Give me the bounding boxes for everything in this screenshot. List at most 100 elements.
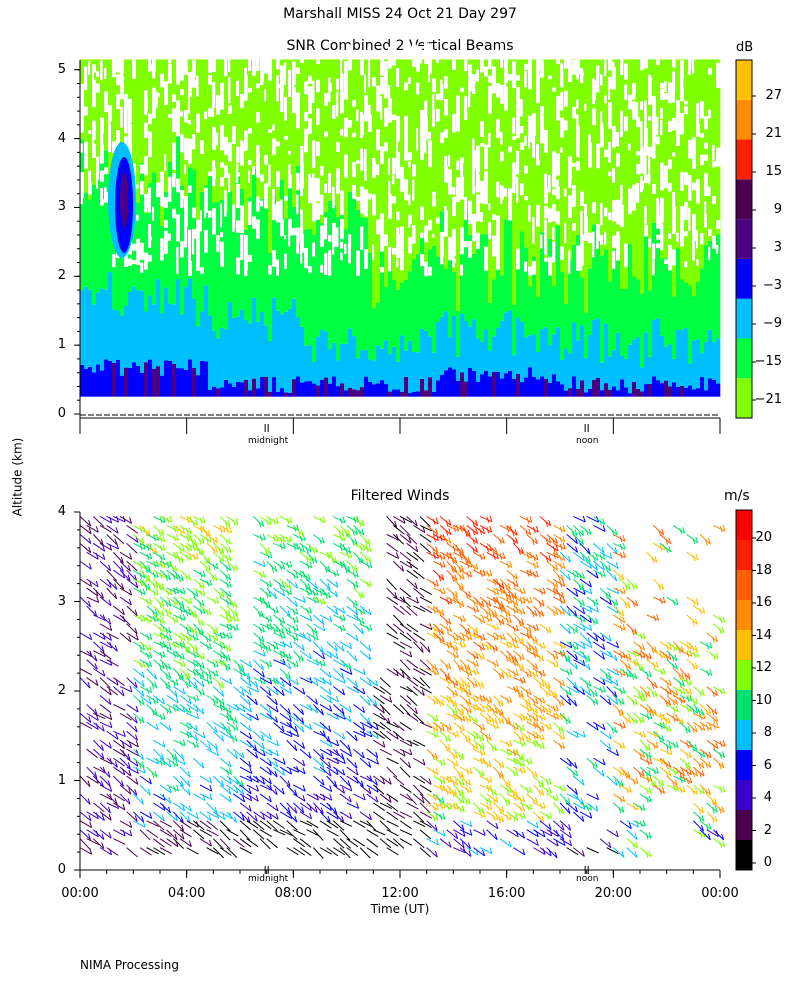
wind-barb-feather: [535, 570, 539, 578]
wind-barb-feather: [276, 677, 279, 684]
snr-gap: [312, 140, 316, 168]
wind-barb-staff: [219, 811, 232, 820]
snr-cell: [160, 375, 165, 397]
snr-gap: [712, 235, 718, 249]
wind-barb-feather: [435, 517, 439, 524]
wind-barb-feather: [224, 521, 228, 528]
wind-barb-staff: [179, 704, 192, 714]
snr-gap: [348, 241, 351, 264]
wind-barb-feather: [458, 798, 462, 805]
snr-gap: [184, 164, 187, 174]
snr-cell: [624, 288, 629, 359]
wind-barb-staff: [173, 587, 186, 595]
wind-barb-staff: [212, 847, 224, 859]
wind-barb-staff: [266, 802, 279, 812]
wind-barb-feather: [442, 587, 446, 594]
wind-barb-feather: [451, 566, 455, 574]
wind-barb-feather: [309, 812, 313, 820]
snr-gap: [304, 81, 308, 95]
wind-barb-staff: [379, 677, 391, 688]
wind-barb-staff: [219, 605, 231, 617]
wind-barb-feather: [344, 566, 348, 574]
wind-barb-feather: [321, 753, 325, 760]
wind-barb-staff: [259, 623, 273, 630]
wind-barb-feather: [173, 785, 176, 793]
wind-barb-feather: [508, 840, 512, 848]
snr-cell: [84, 192, 89, 287]
wind-barb-feather: [500, 708, 504, 716]
snr-gap: [160, 238, 164, 261]
wind-barb-staff: [199, 605, 212, 616]
snr-gap: [368, 44, 371, 66]
wind-barb-feather: [301, 644, 305, 651]
wind-barb-feather: [538, 743, 542, 750]
wind-barb-staff: [473, 739, 485, 750]
snr-cell: [520, 382, 525, 397]
wind-barb-staff: [413, 820, 426, 828]
wind-barb-staff: [293, 793, 306, 802]
wind-barb-feather: [149, 633, 153, 640]
snr-gap: [404, 115, 410, 125]
wind-barb-staff: [293, 641, 305, 652]
snr-cell: [112, 362, 117, 397]
snr-cell: [212, 202, 217, 331]
wind-barb-staff: [266, 757, 278, 768]
snr-cell: [136, 290, 141, 366]
wind-barb-staff: [106, 686, 119, 696]
wind-barb-staff: [299, 551, 312, 562]
wind-barb-staff: [506, 721, 519, 730]
wind-barb-feather: [401, 671, 405, 678]
wind-barb-feather: [94, 654, 98, 662]
wind-barb-staff: [286, 820, 298, 831]
snr-gap: [568, 65, 574, 83]
wind-barb-staff: [239, 695, 251, 706]
snr-cell: [668, 344, 673, 387]
wind-barb-feather: [506, 642, 510, 649]
snr-gap: [212, 160, 216, 187]
snr-gap: [648, 146, 654, 157]
snr-cell: [292, 379, 297, 397]
wind-barb-staff: [479, 802, 492, 810]
snr-cell: [600, 362, 605, 391]
snr-cell: [372, 360, 377, 385]
wind-barb-feather: [459, 635, 463, 642]
wind-barb-feather: [173, 588, 177, 595]
wind-barb-staff: [386, 668, 399, 677]
snr-cell: [80, 290, 85, 365]
snr-cell: [412, 59, 417, 260]
wind-barb-staff: [99, 784, 112, 792]
snr-gap: [712, 144, 715, 161]
wind-barb-staff: [486, 551, 499, 560]
wind-barb-feather: [361, 628, 364, 635]
wind-barb-feather: [442, 830, 446, 837]
wind-barb-feather: [319, 589, 323, 597]
wind-barb-feather: [435, 546, 439, 553]
wind-barb-feather: [341, 672, 345, 679]
snr-cell: [308, 381, 313, 397]
wind-barb-feather: [248, 688, 252, 696]
wind-barb-feather: [327, 591, 331, 599]
wind-barb-feather: [485, 798, 489, 805]
wind-barb-feather: [88, 537, 92, 544]
snr-gap: [316, 108, 320, 125]
wind-barb-staff: [353, 838, 366, 847]
wind-barb-feather: [266, 661, 270, 668]
wind-barb-staff: [152, 525, 165, 536]
wind-barb-staff: [353, 748, 365, 759]
snr-gap: [504, 77, 507, 94]
snr-gap: [508, 146, 512, 153]
wind-barb-staff: [406, 596, 419, 604]
wind-barb-feather: [158, 583, 162, 591]
wind-barb-feather: [548, 689, 552, 697]
snr-gap: [344, 72, 349, 100]
wind-barb-staff: [153, 757, 166, 766]
snr-gap: [684, 106, 690, 115]
snr-cell: [496, 248, 501, 328]
wind-barb-staff: [106, 534, 118, 546]
wind-barb-feather: [328, 688, 332, 695]
snr-gap: [364, 249, 370, 269]
wind-barb-feather: [313, 597, 317, 604]
wind-barb-staff: [253, 739, 265, 750]
wind-barb-feather: [206, 580, 210, 587]
wind-barb-feather: [474, 519, 478, 526]
